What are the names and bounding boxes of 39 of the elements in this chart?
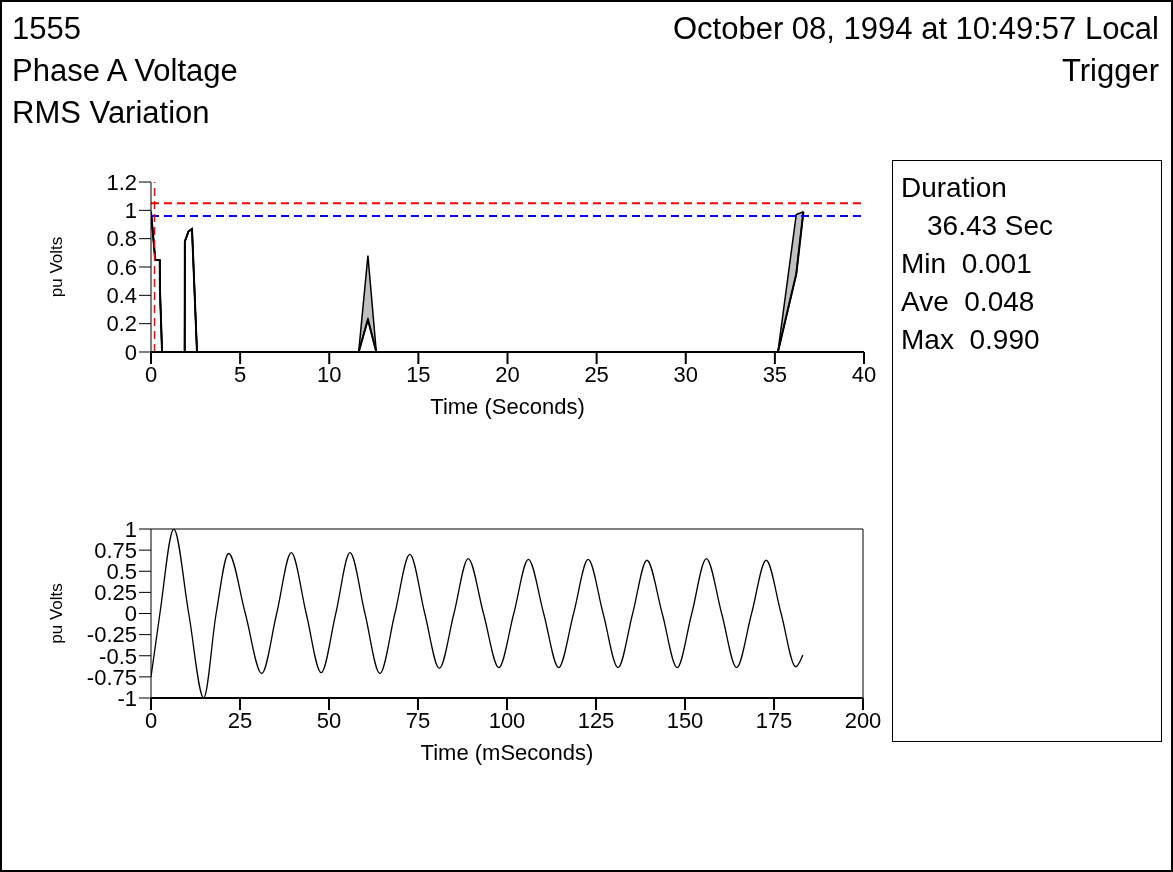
text: Phase A Voltage: [12, 52, 238, 90]
x-tick-label: 25: [584, 361, 609, 387]
x-tick-label: 35: [762, 361, 788, 387]
text: 36.43 Sec: [926, 209, 1055, 243]
x-tick-label: 200: [844, 707, 882, 733]
y-tick-label: 0.4: [106, 283, 137, 309]
x-tick-label: 25: [227, 707, 253, 733]
y-tick-label: 0: [124, 339, 137, 365]
x-tick-label: 5: [234, 361, 247, 387]
x-tick-label: 40: [851, 361, 877, 387]
x-axis-title: Time (Seconds): [430, 394, 585, 419]
x-tick-label: 30: [673, 361, 698, 387]
text: Trigger: [1061, 52, 1159, 90]
x-tick-label: 100: [488, 707, 526, 733]
y-axis-title: pu Volts: [47, 236, 67, 298]
x-axis-title: Time (mSeconds): [420, 740, 594, 765]
y-tick-label: 0.8: [106, 226, 137, 252]
text: RMS Variation: [12, 94, 210, 132]
y-tick-label: 1: [124, 198, 137, 224]
x-tick-label: 10: [317, 361, 342, 387]
text: Duration: [901, 171, 1008, 205]
x-tick-label: 15: [406, 361, 431, 387]
text: 1555: [12, 10, 81, 48]
y-tick-label: 0.2: [106, 311, 137, 337]
x-tick-label: 50: [316, 707, 342, 733]
x-tick-label: 20: [495, 361, 520, 387]
y-tick-label: 0.6: [106, 254, 137, 280]
x-tick-label: 0: [144, 361, 158, 387]
text: Ave 0.048: [901, 285, 1036, 319]
x-tick-label: 175: [755, 707, 793, 733]
text: October 08, 1994 at 10:49:57 Local: [672, 10, 1159, 48]
y-axis-title: pu Volts: [47, 583, 67, 644]
x-tick-label: 0: [144, 707, 158, 733]
x-tick-label: 150: [666, 707, 704, 733]
x-tick-label: 75: [405, 707, 431, 733]
text: Max 0.990: [901, 323, 1041, 357]
x-tick-label: 125: [577, 707, 615, 733]
text: Min 0.001: [901, 247, 1033, 281]
y-tick-label: 1.2: [106, 169, 137, 195]
